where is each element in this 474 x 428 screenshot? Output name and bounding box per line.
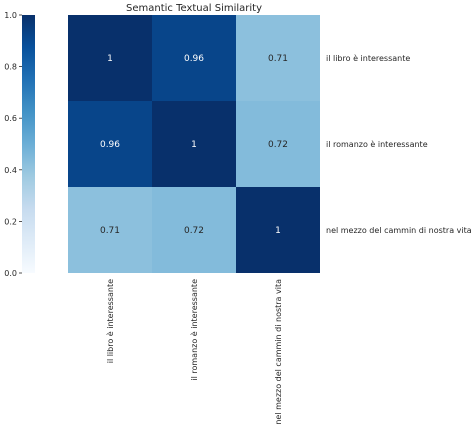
heatmap-cell-r1-c0 <box>68 101 152 187</box>
cell-value-label: 1 <box>275 226 281 236</box>
colorbar-tick-label: 0.2 <box>4 217 17 226</box>
colorbar-tick-label: 0.4 <box>4 166 17 175</box>
cell-value-label: 1 <box>107 54 113 64</box>
colorbar <box>22 15 35 273</box>
colorbar-tick-label: 0.0 <box>4 269 17 278</box>
column-tick-label: nel mezzo del cammin di nostra vita <box>274 279 283 425</box>
row-tick-label: nel mezzo del cammin di nostra vita <box>326 226 472 235</box>
cell-value-label: 1 <box>191 140 197 150</box>
cell-value-label: 0.72 <box>184 226 204 236</box>
column-tick-label: il libro è interessante <box>105 279 115 363</box>
row-tick-label: il romanzo è interessante <box>326 139 428 149</box>
cell-value-label: 0.71 <box>100 226 120 236</box>
heatmap-cell-r2-c1 <box>152 187 236 273</box>
cell-value-label: 0.96 <box>100 140 120 150</box>
heatmap-cell-r2-c0 <box>68 187 152 273</box>
colorbar-tick-label: 0.8 <box>4 63 17 72</box>
heatmap-cell-r2-c2 <box>236 187 320 273</box>
colorbar-tick-label: 0.6 <box>4 114 17 123</box>
heatmap-cell-r1-c1 <box>152 101 236 187</box>
heatmap-cell-r0-c1 <box>152 15 236 101</box>
chart-title: Semantic Textual Similarity <box>126 3 262 14</box>
heatmap-cell-r0-c2 <box>236 15 320 101</box>
cell-value-label: 0.72 <box>268 140 288 150</box>
heatmap-cell-r0-c0 <box>68 15 152 101</box>
column-tick-label: il romanzo è interessante <box>189 279 199 381</box>
cell-value-label: 0.96 <box>184 54 204 64</box>
cell-value-label: 0.71 <box>268 54 288 64</box>
row-tick-label: il libro è interessante <box>326 53 410 63</box>
colorbar-tick-label: 1.0 <box>4 11 17 20</box>
heatmap-cell-r1-c2 <box>236 101 320 187</box>
